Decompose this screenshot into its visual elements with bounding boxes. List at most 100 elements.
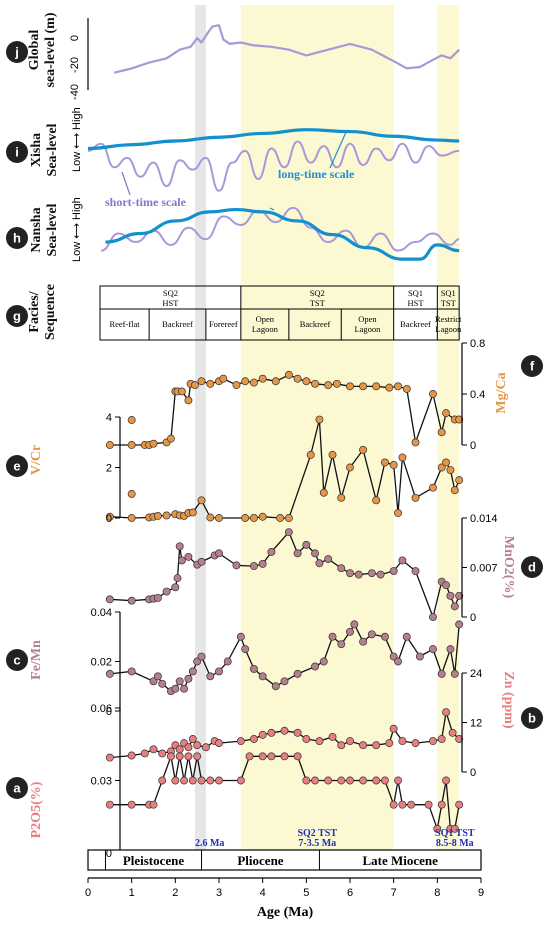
v-cr-point: [276, 514, 285, 522]
mno2-point: [267, 547, 276, 556]
facies-table: [99, 285, 460, 341]
mg-ca-point: [359, 382, 368, 391]
nansha-ylabel-line: Sea-level: [45, 203, 60, 256]
p2o5-point: [394, 776, 402, 785]
p2o5-point: [245, 752, 254, 761]
p2o5-point: [197, 776, 206, 785]
v-cr-point: [127, 416, 136, 424]
epoch-label: Pleistocene: [123, 853, 185, 868]
mg-ca-point: [184, 396, 193, 405]
facies-label: Lagoon: [354, 324, 381, 334]
xisha-short-curve: [87, 140, 460, 192]
panel-g-letter: g: [13, 309, 21, 324]
panel-i-circle: [6, 141, 28, 163]
zn-point: [442, 708, 451, 717]
fe-mn-point: [175, 677, 184, 686]
mg-ca-point: [346, 382, 354, 391]
x-tick-label: 4: [260, 887, 266, 899]
fe-mn-point: [236, 632, 245, 641]
global-ylabel-line: sea-level (m): [43, 12, 58, 87]
mno2-point: [315, 559, 324, 568]
mg-ca-point: [372, 382, 381, 391]
p2o5-point: [258, 752, 267, 761]
facies-label: Open: [256, 314, 275, 324]
p2o5-point: [236, 776, 245, 785]
fe-mn-point: [171, 684, 180, 693]
panel-d-circle: [521, 556, 543, 578]
p2o5-point: [184, 752, 193, 761]
v-cr-point: [337, 493, 346, 502]
zn-point: [429, 737, 437, 746]
mno2-point: [162, 587, 171, 596]
v-cr-point: [398, 453, 407, 462]
zn-tick-label: 12: [470, 718, 482, 730]
panel-a-circle: [6, 777, 28, 799]
mno2-point: [376, 570, 385, 579]
panel-j-letter: j: [14, 45, 19, 60]
x-tick-label: 8: [434, 887, 440, 899]
x-tick-label: 5: [303, 887, 309, 899]
facies-label: Lagoon: [252, 324, 279, 334]
mno2-point: [302, 540, 311, 549]
mg-ca-point: [442, 409, 451, 418]
v-cr-point: [450, 486, 459, 495]
mno2-point: [293, 549, 302, 558]
mg-ca-line: [109, 374, 460, 446]
p2o5-point: [206, 776, 215, 785]
fe-mn-point: [437, 669, 446, 678]
v-cr-point: [429, 483, 437, 492]
mno2-point: [258, 560, 267, 568]
fe-mn-ylabel: Fe/Mn: [29, 640, 44, 680]
fe-mn-point: [350, 620, 359, 629]
v-cr-point: [455, 476, 464, 485]
fe-mn-point: [402, 632, 411, 641]
mg-ca-tick-label: 0: [470, 440, 476, 452]
v-cr-point: [372, 496, 381, 505]
p2o5-point: [158, 776, 167, 785]
sequence-label: SQ1: [408, 288, 423, 298]
zn-point: [127, 751, 136, 760]
nansha-short-curve: [100, 206, 460, 252]
nansha-low-high: Low ⟷ High: [71, 197, 83, 262]
mno2-point: [177, 556, 186, 565]
mno2-point: [354, 570, 363, 579]
long-time-arrow: [329, 129, 348, 169]
grey-band-2-6ma: [194, 5, 206, 850]
p2o5-ylabel-line: P2O5(%): [29, 781, 44, 838]
v-cr-point: [319, 488, 328, 497]
mno2-point: [215, 549, 223, 558]
p2o5-point: [167, 752, 175, 761]
p2o5-point: [188, 776, 197, 785]
v-cr-point: [162, 511, 171, 520]
x-tick-label: 7: [391, 887, 397, 899]
panel-f-letter: f: [530, 359, 535, 374]
p2o5-point: [311, 776, 320, 785]
panel-b-letter: b: [528, 711, 536, 726]
fe-mn-point: [328, 632, 337, 641]
fe-mn-point: [241, 645, 250, 654]
fe-mn-point: [380, 632, 389, 641]
facies-label: Open: [358, 314, 377, 324]
p2o5-point: [175, 752, 184, 761]
epoch-label: Pliocene: [237, 853, 283, 868]
zn-tick-label: 0: [470, 767, 476, 779]
mno2-point: [184, 552, 193, 561]
zn-tick-label: 24: [470, 668, 482, 680]
zn-point: [158, 749, 167, 758]
fe-mn-point: [311, 662, 320, 671]
mg-ca-point: [127, 441, 136, 449]
v-cr-point: [442, 458, 451, 467]
fe-mn-point: [293, 669, 302, 678]
mno2-point: [455, 591, 464, 600]
v-cr-point: [206, 513, 215, 522]
global-tick-label: 0: [69, 35, 81, 41]
mg-ca-point: [324, 381, 333, 390]
v-cr-point: [215, 514, 223, 522]
p2o5-point: [180, 776, 189, 785]
v-cr-point: [105, 512, 114, 521]
fe-mn-point: [249, 664, 258, 673]
p2o5-point: [149, 800, 158, 809]
panel-g-circle: [6, 305, 28, 327]
mg-ca-point: [177, 387, 186, 396]
